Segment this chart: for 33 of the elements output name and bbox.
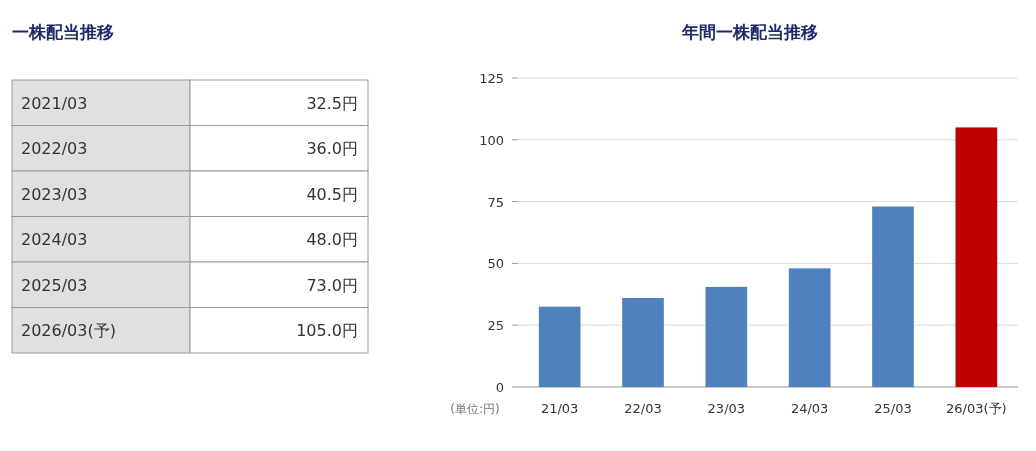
- bar: [538, 306, 581, 387]
- bar: [872, 206, 914, 387]
- text: 32.5円: [306, 93, 358, 113]
- text: 40.5円: [306, 184, 358, 204]
- text: 48.0円: [306, 230, 358, 250]
- category-label: 2023/03: [21, 184, 88, 204]
- text: 105.0円: [296, 321, 358, 341]
- text: 一株配当推移: [12, 22, 114, 42]
- x-tick-label: 23/03: [707, 401, 746, 416]
- bar: [788, 268, 831, 387]
- chart-title: 年間一株配当推移: [681, 22, 818, 42]
- y-tick-label: 25: [487, 318, 504, 334]
- bar: [622, 298, 664, 387]
- category-label: 2025/03: [21, 275, 88, 295]
- y-tick-label: 0: [495, 380, 504, 395]
- bar: [705, 286, 748, 387]
- bar: [955, 127, 998, 387]
- category-label: 2022/03: [21, 139, 88, 159]
- x-tick-label: 25/03: [874, 401, 912, 416]
- text: 36.0円: [306, 139, 358, 159]
- text: (単位:円): [450, 402, 500, 416]
- y-tick-label: 50: [487, 256, 504, 272]
- y-tick-label: 100: [479, 132, 504, 148]
- category-label: 2026/03(予): [21, 321, 116, 341]
- x-tick-label: 21/03: [540, 401, 579, 416]
- x-tick-label: 22/03: [624, 401, 662, 416]
- category-label: 2021/03: [21, 93, 88, 113]
- y-tick-label: 125: [479, 71, 504, 86]
- x-tick-label: 26/03(予): [946, 401, 1007, 416]
- category-label: 2024/03: [21, 230, 88, 250]
- text: 73.0円: [306, 275, 358, 295]
- y-tick-label: 75: [487, 194, 504, 210]
- x-tick-label: 24/03: [790, 401, 829, 416]
